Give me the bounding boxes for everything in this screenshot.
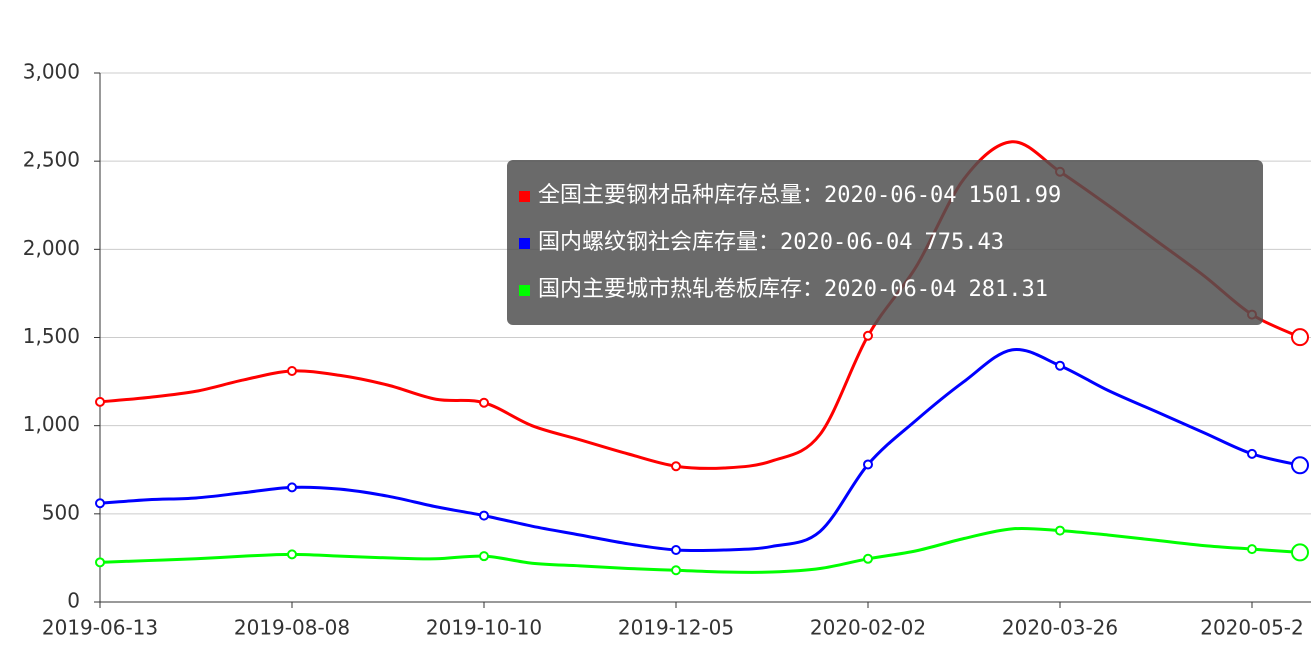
point: [1055, 525, 1065, 536]
point: [95, 498, 105, 509]
x-tick-label: 2019-10-10: [426, 616, 542, 640]
x-tick-label: 2019-12-05: [618, 616, 734, 640]
x-tick-label: 2020-05-2: [1200, 616, 1304, 640]
tooltip-value: 1501.99: [968, 183, 1061, 208]
legend-label: 全国主要钢材品种库存总量: [538, 183, 802, 208]
legend-marker: [519, 238, 530, 249]
x-tick-label: 2019-08-08: [234, 616, 350, 640]
tooltip-row: 国内主要城市热轧卷板库存：2020-06-04 281.31: [538, 277, 1048, 302]
point: [479, 551, 489, 562]
point: [1247, 544, 1257, 555]
point: [287, 366, 297, 377]
tooltip-date: 2020-06-04: [824, 183, 956, 208]
series-line: [99, 347, 1301, 553]
tooltip-date: 2020-06-04: [824, 277, 956, 302]
point: [95, 557, 105, 568]
tooltip-value: 281.31: [968, 277, 1047, 302]
point: [287, 549, 297, 560]
point: [1291, 543, 1309, 562]
legend-label: 国内主要城市热轧卷板库存: [538, 277, 802, 302]
point: [671, 461, 681, 472]
point: [479, 510, 489, 521]
y-tick-label: 2,000: [23, 236, 80, 260]
point: [863, 459, 873, 470]
point: [1247, 448, 1257, 459]
tooltip-separator: ：: [802, 277, 824, 302]
tooltip-box: [507, 160, 1263, 325]
tooltip: 全国主要钢材品种库存总量：2020-06-04 1501.99国内螺纹钢社会库存量…: [507, 160, 1263, 325]
legend-label: 国内螺纹钢社会库存量: [538, 230, 758, 255]
y-tick-label: 1,000: [23, 412, 80, 436]
x-tick-label: 2019-06-13: [42, 616, 158, 640]
y-tick-label: 0: [67, 589, 80, 613]
point: [671, 544, 681, 555]
y-tick-label: 2,500: [23, 148, 80, 172]
tooltip-separator: ：: [802, 183, 824, 208]
tooltip-row: 全国主要钢材品种库存总量：2020-06-04 1501.99: [538, 183, 1061, 208]
point: [95, 396, 105, 407]
point: [1291, 328, 1309, 347]
tooltip-row: 国内螺纹钢社会库存量：2020-06-04 775.43: [538, 230, 1004, 255]
point: [671, 565, 681, 576]
x-tick-label: 2020-03-26: [1002, 616, 1118, 640]
y-tick-label: 500: [42, 500, 80, 524]
point: [1291, 456, 1309, 475]
tooltip-separator: ：: [758, 230, 780, 255]
legend-marker: [519, 191, 530, 202]
point: [287, 482, 297, 493]
point: [863, 553, 873, 564]
tooltip-value: 775.43: [924, 230, 1003, 255]
tooltip-date: 2020-06-04: [780, 230, 912, 255]
y-tick-label: 3,000: [23, 60, 80, 84]
x-tick-label: 2020-02-02: [810, 616, 926, 640]
y-tick-label: 1,500: [23, 324, 80, 348]
point: [1055, 360, 1065, 371]
point: [479, 397, 489, 408]
point: [863, 330, 873, 341]
legend-marker: [519, 285, 530, 296]
